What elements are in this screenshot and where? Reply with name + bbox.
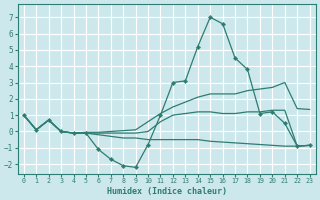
X-axis label: Humidex (Indice chaleur): Humidex (Indice chaleur) bbox=[107, 187, 227, 196]
